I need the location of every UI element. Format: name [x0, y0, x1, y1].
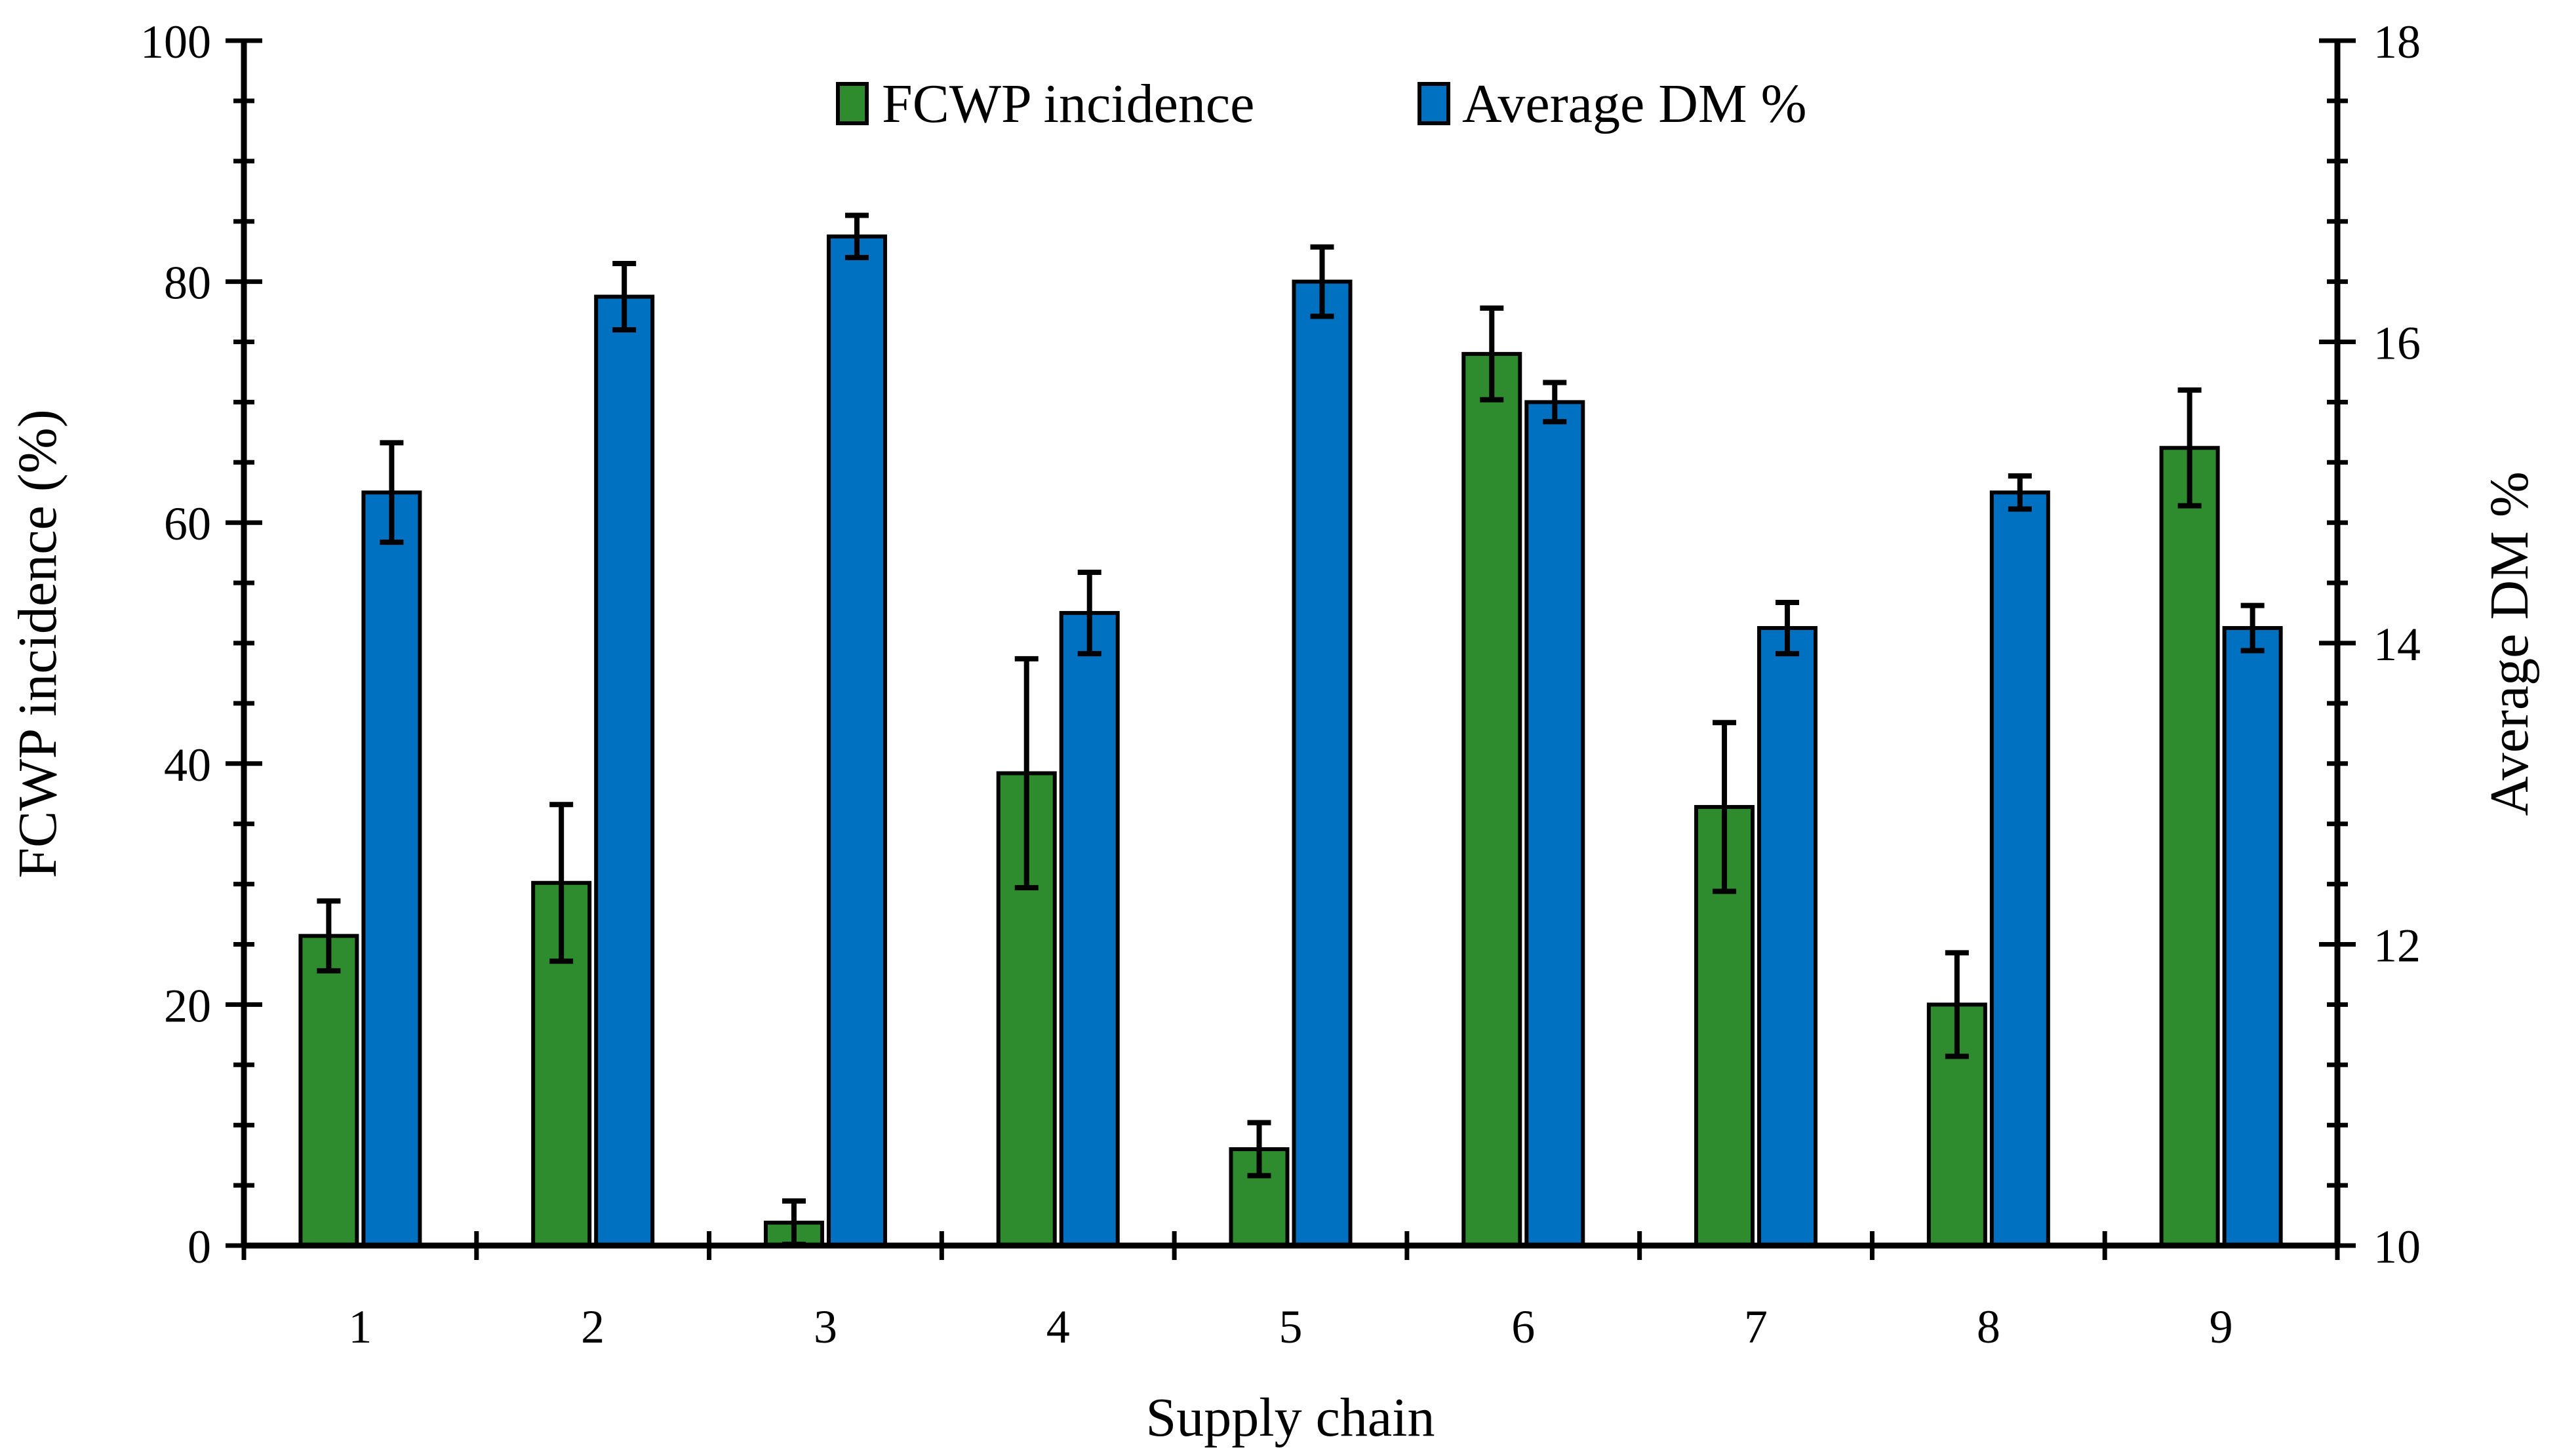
left-tick-label: 40 [164, 739, 211, 791]
bar-dm-1 [361, 490, 422, 1248]
x-tick-label: 6 [1511, 1301, 1535, 1353]
x-axis-ticks: 1 2 3 4 5 6 7 8 9 [241, 1231, 2340, 1353]
left-tick-label: 20 [164, 979, 211, 1032]
right-tick-label: 18 [2373, 16, 2421, 68]
left-tick-label: 0 [188, 1221, 211, 1273]
left-y-axis-title: FCWP incidence (%) [7, 409, 68, 878]
legend-label-fcwp-incidence: FCWP incidence [882, 73, 1254, 134]
x-tick-label: 8 [1977, 1301, 2000, 1353]
right-y-axis-title: Average DM % [2479, 471, 2540, 816]
legend-swatch-average-dm [1418, 82, 1450, 125]
x-tick-label: 4 [1046, 1301, 1070, 1353]
left-axis-ticks: 0 20 40 60 80 100 [140, 16, 262, 1273]
x-tick-label: 5 [1279, 1301, 1303, 1353]
x-axis-title: Supply chain [1146, 1387, 1435, 1448]
x-tick-label: 1 [348, 1301, 372, 1353]
bar-dm-8 [1989, 490, 2050, 1248]
bars-layer [298, 212, 2283, 1248]
x-tick-label: 3 [814, 1301, 837, 1353]
bar-fcwp-6 [1461, 351, 1522, 1248]
legend-swatch-fcwp-incidence [836, 82, 869, 125]
bar-fcwp-9 [2159, 446, 2220, 1248]
right-tick-label: 14 [2373, 618, 2421, 671]
x-tick-label: 9 [2210, 1301, 2233, 1353]
bar-dm-7 [1757, 626, 1818, 1248]
bar-fcwp-1 [298, 934, 359, 1248]
legend-label-average-dm: Average DM % [1462, 73, 1807, 134]
right-tick-label: 10 [2373, 1221, 2421, 1273]
x-tick-label: 2 [581, 1301, 605, 1353]
bar-dm-6 [1524, 400, 1585, 1248]
left-tick-label: 80 [164, 257, 211, 309]
left-tick-label: 100 [140, 16, 211, 68]
bar-dm-3 [826, 234, 887, 1248]
right-tick-label: 16 [2373, 317, 2421, 370]
left-tick-label: 60 [164, 498, 211, 550]
bar-dm-9 [2222, 626, 2283, 1248]
right-tick-label: 12 [2373, 920, 2421, 972]
bar-dm-4 [1059, 611, 1120, 1248]
bar-dm-5 [1292, 279, 1353, 1248]
bar-dm-2 [594, 294, 655, 1248]
legend: FCWP incidence Average DM % [836, 73, 1807, 134]
x-tick-label: 7 [1744, 1301, 1768, 1353]
